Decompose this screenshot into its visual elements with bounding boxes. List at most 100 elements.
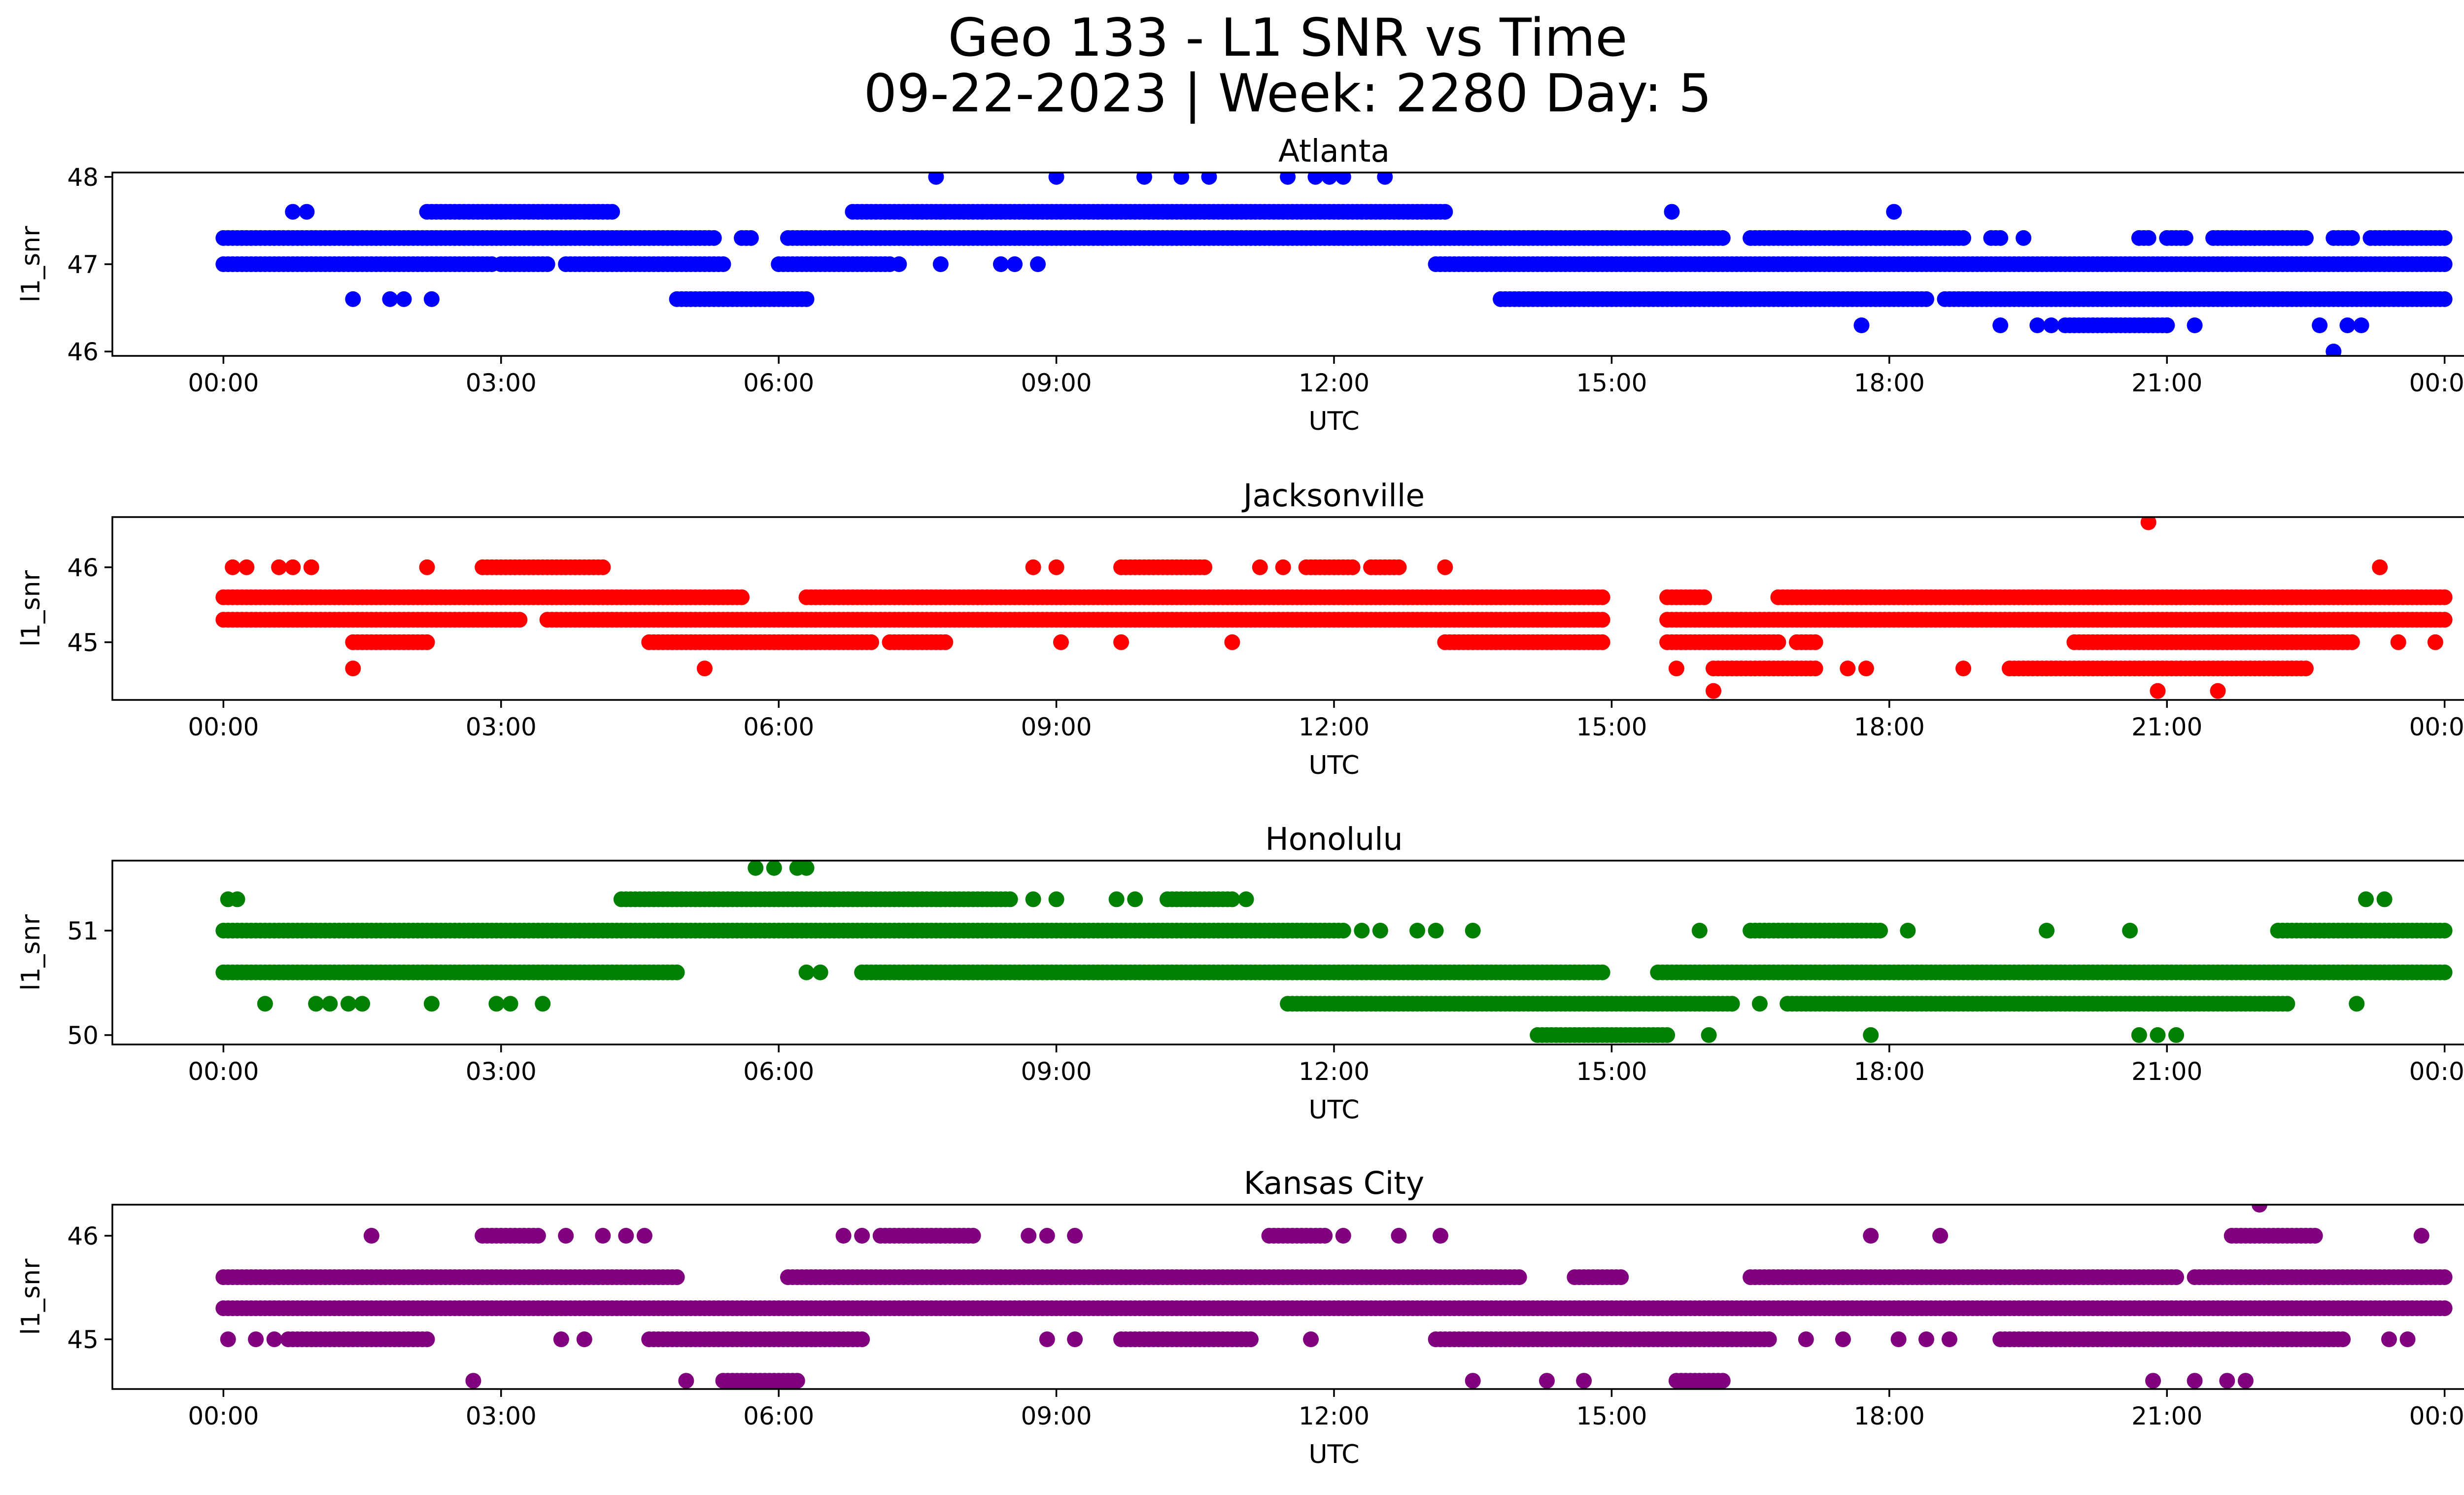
data-point [396,291,412,307]
data-point [2436,1300,2453,1317]
data-point [1751,996,1768,1012]
data-point [271,559,287,575]
data-point [2140,230,2156,246]
scatter-series [215,173,2453,356]
data-point [1048,559,1064,575]
data-point [2436,964,2453,980]
scatter-series [215,861,2453,1043]
data-point [1307,173,1324,185]
data-point [1807,634,1823,650]
data-point [2436,256,2453,272]
data-point [1992,230,2009,246]
figure-title-line2: 09-22-2023 | Week: 2280 Day: 5 [864,63,1712,124]
x-axis-label: UTC [1308,751,1359,780]
data-point [1173,173,1190,185]
data-point [229,891,245,907]
figure-title-line1: Geo 133 - L1 SNR vs Time [948,7,1627,68]
data-point [2436,291,2453,307]
data-point [1437,204,1453,220]
y-tick-label: 45 [67,628,99,657]
data-point [2353,317,2369,333]
data-point [1863,1228,1879,1244]
data-point [512,612,528,628]
x-tick-label: 00:00 [2409,1057,2464,1086]
data-point [382,291,398,307]
data-point [595,559,611,575]
data-point [696,661,713,677]
data-point [1714,230,1731,246]
data-point [1465,1373,1481,1389]
data-point [1835,1331,1851,1348]
data-point [535,996,551,1012]
data-point [1724,996,1740,1012]
x-tick-label: 12:00 [1299,713,1369,741]
data-point [863,634,879,650]
data-point [1840,661,1856,677]
x-tick-label: 03:00 [466,369,537,397]
data-point [766,861,782,876]
data-point [2140,517,2156,530]
y-tick-label: 48 [67,163,99,192]
data-point [363,1228,379,1244]
data-point [1613,1269,1629,1286]
subplot-title: Jacksonville [1241,478,1425,514]
data-point [669,964,685,980]
data-point [1594,612,1610,628]
data-point [2122,922,2138,939]
x-tick-label: 12:00 [1299,1057,1369,1086]
data-point [553,1331,569,1348]
data-point [1900,922,1916,939]
data-point [2436,612,2453,628]
data-point [1317,1228,1333,1244]
data-point [1391,1228,1407,1244]
data-point [308,996,324,1012]
x-tick-label: 03:00 [466,1057,537,1086]
data-point [220,1331,236,1348]
data-point [1053,634,1069,650]
data-point [1664,204,1680,220]
data-point [1465,922,1481,939]
x-tick-label: 18:00 [1854,713,1925,741]
data-point [423,291,440,307]
data-point [1242,1331,1259,1348]
x-tick-label: 06:00 [743,713,814,741]
data-point [2159,317,2175,333]
data-point [354,996,371,1012]
data-point [1858,661,1874,677]
data-point [1594,634,1610,650]
data-point [576,1331,592,1348]
x-tick-label: 00:00 [2409,369,2464,397]
data-point [2043,317,2059,333]
data-point [798,861,815,876]
x-tick-label: 00:00 [2409,713,2464,741]
data-point [1039,1331,1055,1348]
data-point [2187,317,2203,333]
data-point [2339,317,2356,333]
data-point [595,1228,611,1244]
data-point [2335,1331,2351,1348]
data-point [1039,1228,1055,1244]
data-point [1437,559,1453,575]
data-point [2168,1027,2185,1043]
scatter-series [215,517,2453,699]
data-point [225,559,241,575]
data-point [1918,291,1934,307]
data-point [266,1331,282,1348]
data-point [345,661,361,677]
data-point [2210,683,2226,699]
data-point [1872,922,1888,939]
data-point [2297,661,2314,677]
data-point [1932,1228,1949,1244]
data-point [1025,891,1041,907]
data-point [2150,683,2166,699]
data-point [854,1228,870,1244]
data-point [2168,1269,2185,1286]
data-point [1428,922,1444,939]
x-tick-label: 00:00 [188,369,259,397]
data-point [1224,891,1240,907]
x-tick-label: 09:00 [1021,369,1092,397]
data-point [1335,173,1351,185]
